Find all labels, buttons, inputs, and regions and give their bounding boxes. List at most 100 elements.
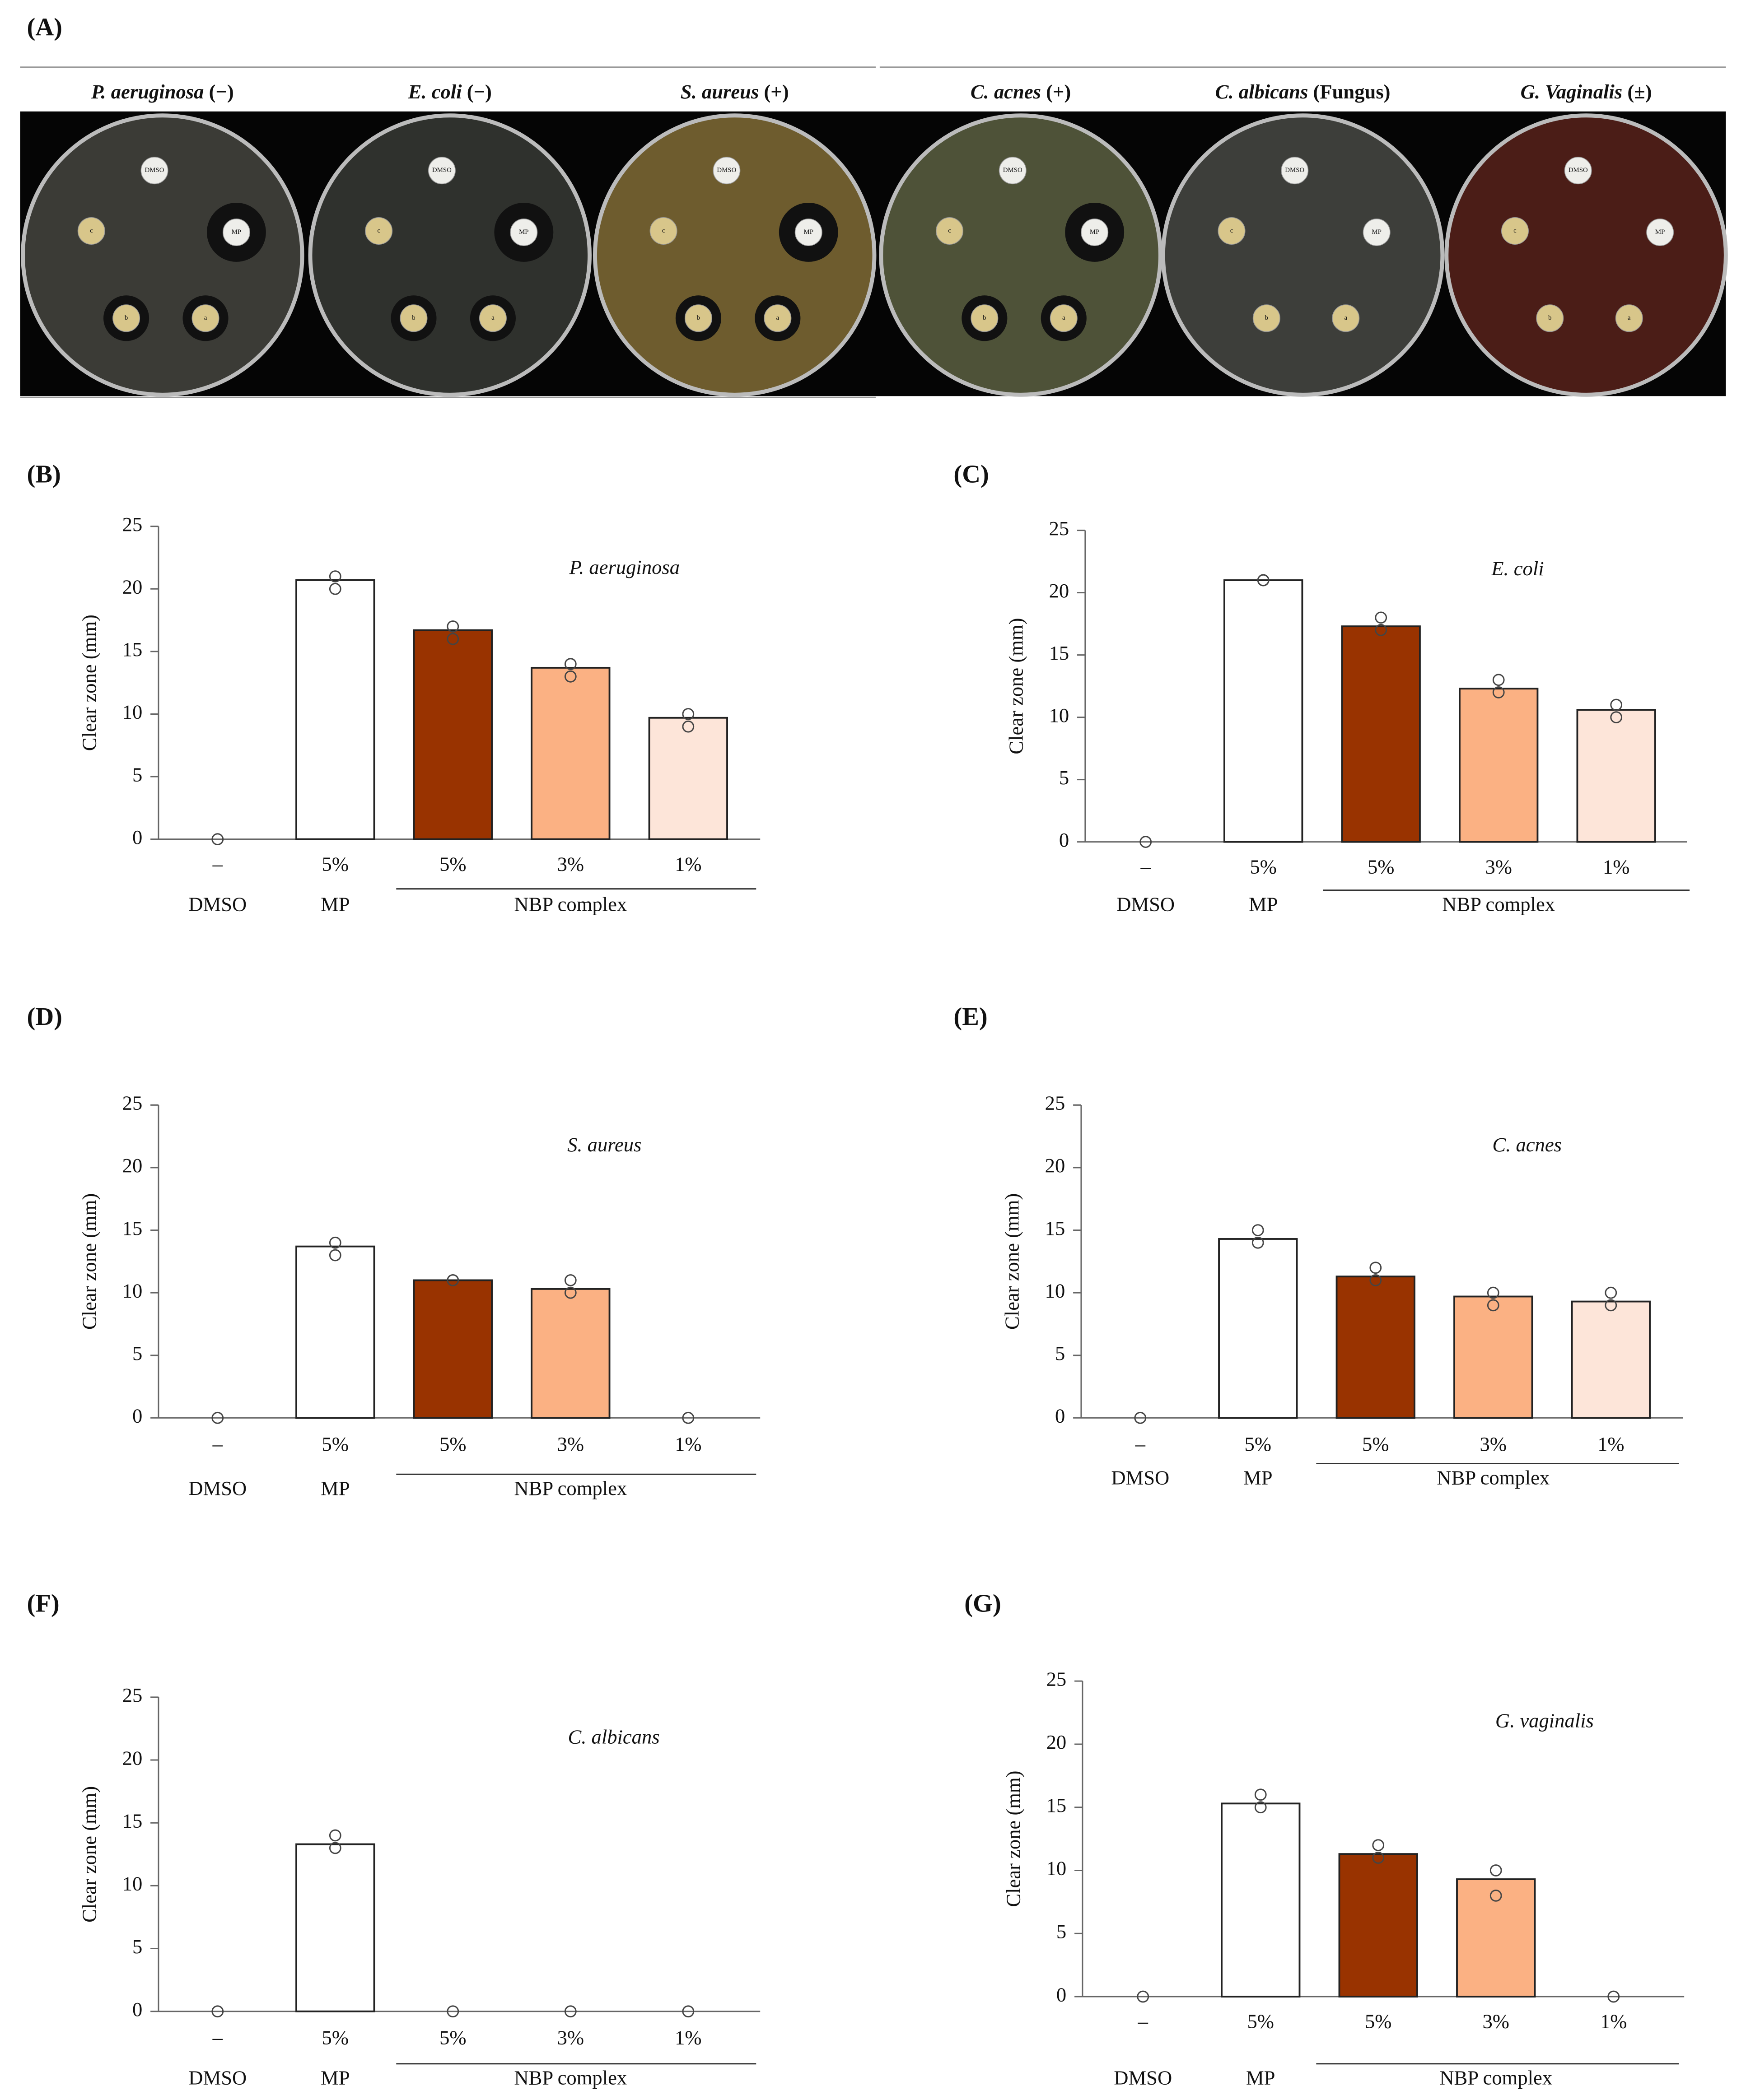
- y-axis-label: Clear zone (mm): [78, 1786, 100, 1923]
- x-tick-label: 5%: [322, 852, 349, 875]
- disc: [999, 157, 1027, 185]
- y-tick-label: 10: [1046, 1857, 1067, 1880]
- group-label: DMSO: [1116, 893, 1175, 916]
- disc-label: c: [948, 227, 951, 234]
- y-tick-label: 10: [1049, 704, 1069, 726]
- group-label: NBP complex: [1437, 1466, 1550, 1489]
- group-label: MP: [1249, 893, 1278, 916]
- disc: [1332, 304, 1360, 332]
- group: (+): [764, 80, 789, 103]
- replicate-point: [1605, 1286, 1617, 1299]
- species: C. albicans: [1215, 80, 1308, 103]
- bar: [1456, 1878, 1536, 1998]
- disc-label: b: [1548, 314, 1551, 321]
- panel-label: (G): [964, 1590, 1001, 1618]
- chart-title: P. aeruginosa: [569, 556, 680, 578]
- replicate-point: [1257, 574, 1270, 587]
- y-tick-label: 10: [122, 701, 143, 723]
- disc: [794, 218, 822, 246]
- x-tick-label: –: [212, 1433, 223, 1455]
- disc-label: c: [662, 227, 665, 234]
- disc: [77, 217, 105, 245]
- x-tick-label: 3%: [1480, 1433, 1507, 1455]
- replicate-point: [1134, 1411, 1147, 1424]
- replicate-point: [1375, 611, 1387, 624]
- replicate-point: [211, 2005, 224, 2018]
- disc-label: MP: [804, 228, 813, 236]
- y-tick-label: 25: [122, 1684, 143, 1706]
- y-tick-label: 5: [1055, 1342, 1065, 1364]
- y-tick-label: 15: [122, 638, 143, 661]
- y-tick-label: 0: [132, 1998, 142, 2021]
- species: C. acnes: [971, 80, 1041, 103]
- petri-dish: [593, 113, 877, 397]
- disc-label: a: [1628, 314, 1631, 321]
- disc-label: c: [1513, 227, 1517, 234]
- group: (−): [209, 80, 234, 103]
- replicate-point: [1251, 1224, 1264, 1236]
- species: E. coli: [408, 80, 462, 103]
- y-tick-label: 15: [1045, 1217, 1065, 1239]
- replicate-point: [682, 720, 695, 733]
- x-tick-label: 3%: [557, 2026, 584, 2049]
- bar: [295, 1245, 375, 1419]
- disc: [1252, 304, 1280, 332]
- x-tick-label: 1%: [675, 852, 701, 875]
- y-tick-label: 20: [122, 576, 143, 598]
- species: G. Vaginalis: [1521, 80, 1623, 103]
- bar: [413, 629, 493, 840]
- disc-label: DMSO: [1569, 167, 1588, 174]
- species: P. aeruginosa: [91, 80, 204, 103]
- disc: [510, 218, 538, 246]
- disc-label: MP: [232, 228, 241, 236]
- panel-label: (A): [27, 13, 62, 41]
- disc: [1363, 218, 1391, 246]
- bar: [1335, 1276, 1415, 1419]
- x-tick-label: –: [212, 852, 223, 875]
- disc: [713, 157, 741, 185]
- x-tick-label: 5%: [439, 852, 466, 875]
- y-tick-label: 10: [122, 1279, 143, 1302]
- replicate-point: [1610, 698, 1623, 711]
- bar: [1341, 625, 1421, 843]
- bar: [1576, 709, 1656, 843]
- disc-label: a: [491, 314, 495, 321]
- disc: [1536, 304, 1564, 332]
- replicate-point: [211, 833, 224, 845]
- x-tick-label: 1%: [675, 1433, 701, 1455]
- replicate-point: [564, 658, 577, 670]
- replicate-point: [564, 670, 577, 683]
- x-tick-label: 5%: [439, 2026, 466, 2049]
- x-tick-label: 5%: [1245, 1433, 1271, 1455]
- replicate-point: [1372, 1839, 1385, 1851]
- disc: [1081, 218, 1109, 246]
- y-axis-label: Clear zone (mm): [1002, 1771, 1024, 1907]
- y-tick-label: 5: [132, 1935, 142, 1958]
- replicate-point: [1605, 1299, 1617, 1312]
- disc-label: MP: [1372, 228, 1381, 236]
- replicate-point: [1487, 1286, 1499, 1299]
- x-tick-label: 5%: [439, 1433, 466, 1455]
- bar: [1223, 579, 1303, 843]
- disc-label: b: [983, 314, 986, 321]
- species: S. aureus: [681, 80, 759, 103]
- bar: [1459, 688, 1539, 843]
- replicate-point: [1369, 1274, 1382, 1286]
- petri-dish: [1161, 113, 1445, 397]
- disc: [1564, 157, 1592, 185]
- bar: [1571, 1300, 1651, 1419]
- group-label: MP: [321, 893, 350, 916]
- group-label: NBP complex: [514, 893, 627, 916]
- group-label: NBP complex: [1439, 2067, 1552, 2089]
- petri-dish: [21, 113, 304, 397]
- bar: [1218, 1238, 1298, 1419]
- y-tick-label: 0: [132, 1405, 142, 1427]
- y-tick-label: 25: [1045, 1092, 1065, 1114]
- y-tick-label: 20: [1045, 1154, 1065, 1177]
- disc: [684, 304, 712, 332]
- bar: [295, 579, 375, 840]
- x-tick-label: –: [1138, 2010, 1148, 2033]
- replicate-point: [682, 708, 695, 720]
